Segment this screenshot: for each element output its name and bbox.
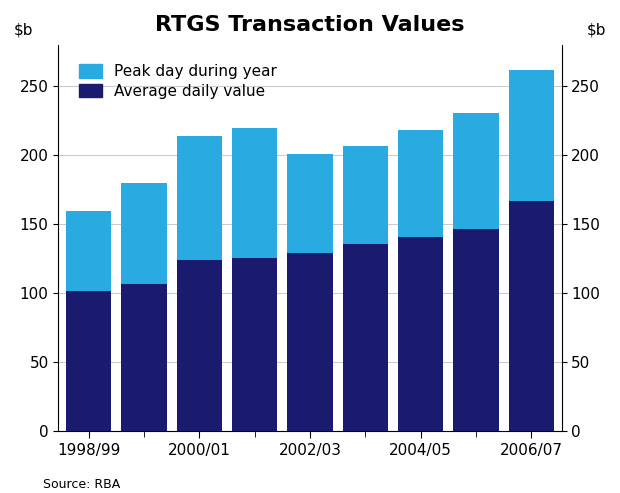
Text: $b: $b xyxy=(587,22,606,37)
Bar xyxy=(343,244,388,431)
Bar xyxy=(122,284,167,431)
Text: $b: $b xyxy=(14,22,33,37)
Bar xyxy=(287,154,333,253)
Bar xyxy=(232,257,277,431)
Legend: Peak day during year, Average daily value: Peak day during year, Average daily valu… xyxy=(71,56,285,106)
Text: Source: RBA: Source: RBA xyxy=(43,478,121,491)
Bar xyxy=(66,211,112,291)
Bar xyxy=(232,128,277,257)
Bar xyxy=(287,253,333,431)
Bar xyxy=(453,229,498,431)
Bar xyxy=(343,145,388,244)
Bar xyxy=(453,112,498,229)
Bar xyxy=(398,237,443,431)
Bar xyxy=(398,131,443,237)
Bar xyxy=(508,201,554,431)
Bar xyxy=(66,291,112,431)
Title: RTGS Transaction Values: RTGS Transaction Values xyxy=(155,15,465,35)
Bar xyxy=(177,136,222,260)
Bar xyxy=(177,260,222,431)
Bar xyxy=(122,183,167,284)
Bar xyxy=(508,70,554,201)
